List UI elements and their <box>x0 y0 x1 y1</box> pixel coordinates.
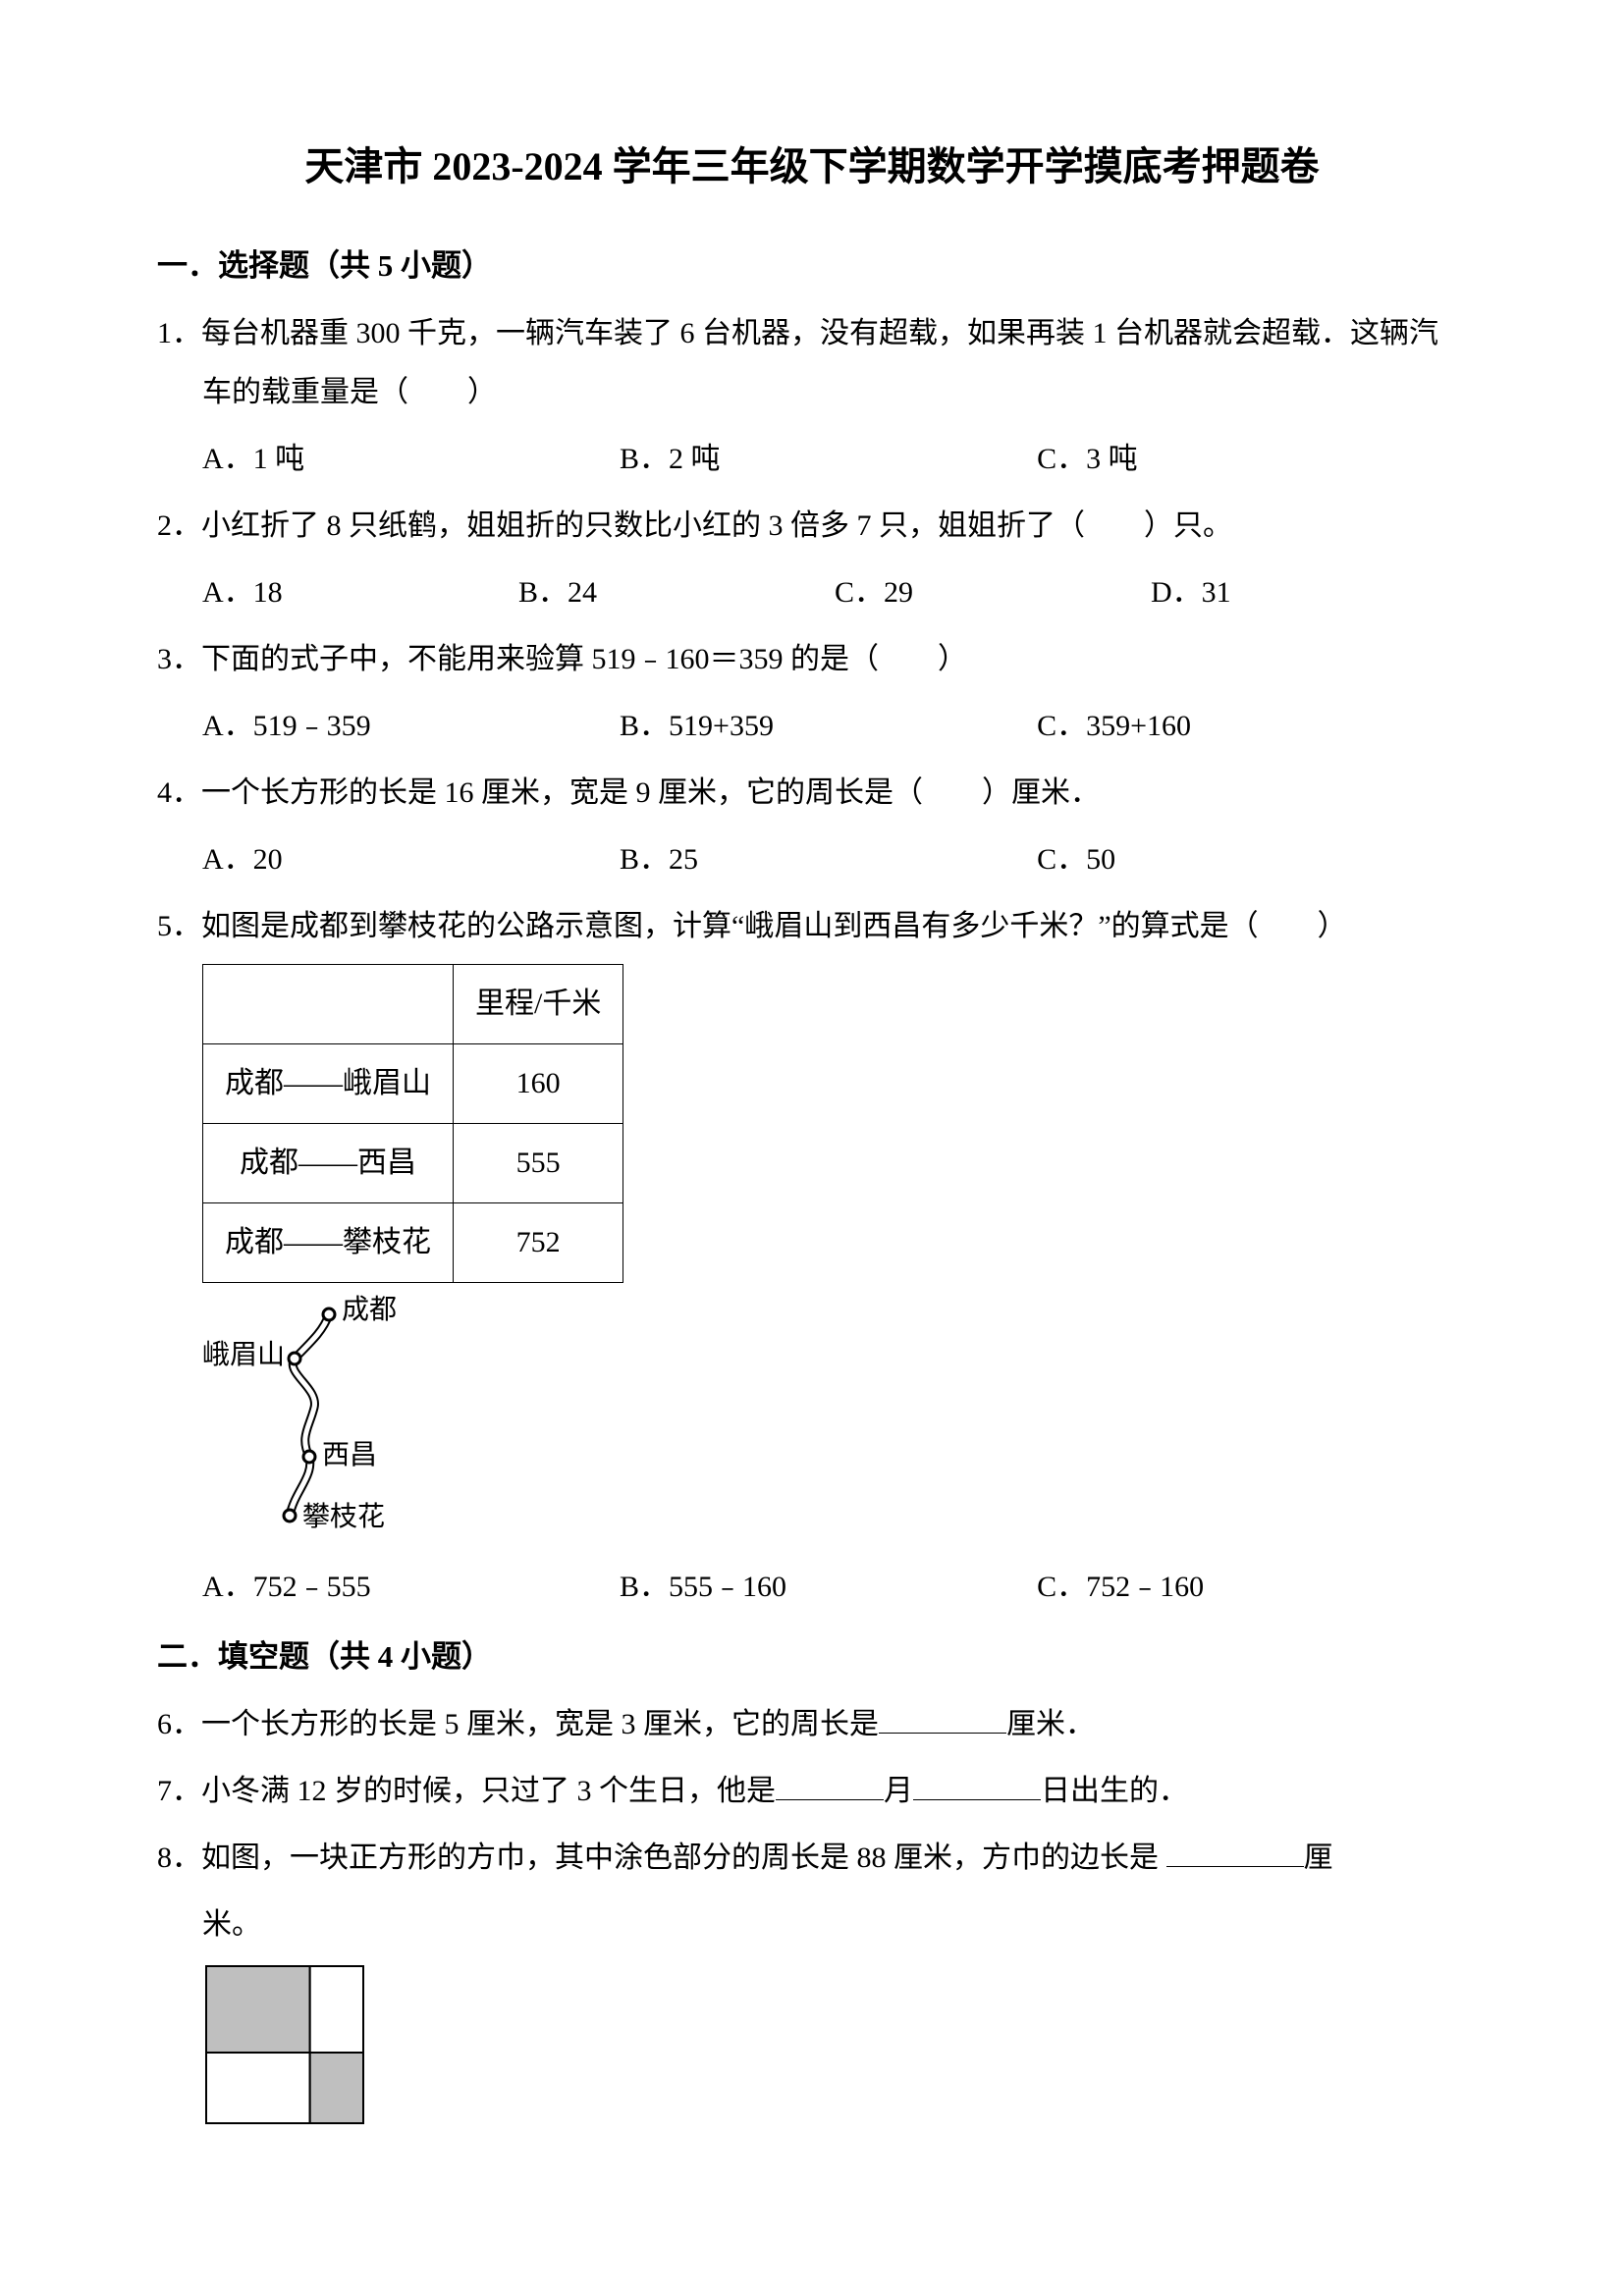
q1-choice-c: C．3 吨 <box>1037 430 1454 489</box>
table-cell-km: 555 <box>454 1124 623 1203</box>
table-cell-route: 成都——西昌 <box>203 1124 454 1203</box>
q2-choice-c: C．29 <box>835 563 1151 622</box>
route-map-diagram: 成都峨眉山西昌攀枝花 <box>177 1295 432 1550</box>
svg-text:成都: 成都 <box>342 1295 397 1325</box>
question-2-choices: A．18 B．24 C．29 D．31 <box>157 563 1467 622</box>
q6-text-a: 6．一个长方形的长是 5 厘米，宽是 3 厘米，它的周长是 <box>157 1708 879 1740</box>
table-cell-route: 成都——攀枝花 <box>203 1203 454 1283</box>
q7-text-b: 月 <box>884 1775 913 1807</box>
table-row: 成都——峨眉山 160 <box>203 1044 623 1124</box>
question-3-text: 3．下面的式子中，不能用来验算 519﹣160＝359 的是（ ） <box>157 630 1467 689</box>
q5-choice-b: B．555﹣160 <box>620 1558 1037 1617</box>
q6-text-b: 厘米． <box>1006 1708 1095 1740</box>
q7-text-c: 日出生的． <box>1041 1775 1188 1807</box>
question-8: 8．如图，一块正方形的方巾，其中涂色部分的周长是 88 厘米，方巾的边长是 厘 <box>157 1829 1467 1888</box>
table-cell-route: 成都——峨眉山 <box>203 1044 454 1124</box>
q4-choice-c: C．50 <box>1037 830 1454 889</box>
q2-choice-b: B．24 <box>518 563 835 622</box>
q5-choice-a: A．752﹣555 <box>202 1558 620 1617</box>
question-4-choices: A．20 B．25 C．50 <box>157 830 1467 889</box>
page-title: 天津市 2023-2024 学年三年级下学期数学开学摸底考押题卷 <box>157 128 1467 206</box>
q3-choice-a: A．519﹣359 <box>202 697 620 756</box>
distance-table: 里程/千米 成都——峨眉山 160 成都——西昌 555 成都——攀枝花 752 <box>202 964 623 1283</box>
question-6: 6．一个长方形的长是 5 厘米，宽是 3 厘米，它的周长是 厘米． <box>157 1695 1467 1754</box>
question-1-text: 1．每台机器重 300 千克，一辆汽车装了 6 台机器，没有超载，如果再装 1 … <box>157 304 1467 422</box>
q7-blank-2 <box>913 1767 1041 1800</box>
svg-text:攀枝花: 攀枝花 <box>302 1501 385 1532</box>
q8-text-b: 厘 <box>1304 1842 1333 1874</box>
q7-blank-1 <box>776 1767 884 1800</box>
table-row: 成都——攀枝花 752 <box>203 1203 623 1283</box>
square-cloth-diagram <box>202 1962 369 2129</box>
q8-text-a: 8．如图，一块正方形的方巾，其中涂色部分的周长是 88 厘米，方巾的边长是 <box>157 1842 1166 1874</box>
q5-choice-c: C．752﹣160 <box>1037 1558 1454 1617</box>
svg-text:峨眉山: 峨眉山 <box>202 1339 285 1370</box>
q2-choice-d: D．31 <box>1151 563 1467 622</box>
table-cell-km: 160 <box>454 1044 623 1124</box>
table-row: 成都——西昌 555 <box>203 1124 623 1203</box>
table-header-km: 里程/千米 <box>454 965 623 1044</box>
question-5-choices: A．752﹣555 B．555﹣160 C．752﹣160 <box>157 1558 1467 1617</box>
question-7: 7．小冬满 12 岁的时候，只过了 3 个生日，他是 月 日出生的． <box>157 1762 1467 1821</box>
q1-choice-a: A．1 吨 <box>202 430 620 489</box>
q3-choice-b: B．519+359 <box>620 697 1037 756</box>
table-header-row: 里程/千米 <box>203 965 623 1044</box>
question-2-text: 2．小红折了 8 只纸鹤，姐姐折的只数比小红的 3 倍多 7 只，姐姐折了（ ）… <box>157 497 1467 556</box>
question-5-text: 5．如图是成都到攀枝花的公路示意图，计算“峨眉山到西昌有多少千米？”的算式是（ … <box>157 897 1467 956</box>
q4-choice-a: A．20 <box>202 830 620 889</box>
q6-blank <box>879 1700 1006 1734</box>
table-header-blank <box>203 965 454 1044</box>
q8-text-c: 米。 <box>157 1896 1467 1954</box>
question-3-choices: A．519﹣359 B．519+359 C．359+160 <box>157 697 1467 756</box>
q3-choice-c: C．359+160 <box>1037 697 1454 756</box>
table-cell-km: 752 <box>454 1203 623 1283</box>
question-4-text: 4．一个长方形的长是 16 厘米，宽是 9 厘米，它的周长是（ ）厘米． <box>157 764 1467 823</box>
q4-choice-b: B．25 <box>620 830 1037 889</box>
q7-text-a: 7．小冬满 12 岁的时候，只过了 3 个生日，他是 <box>157 1775 776 1807</box>
q2-choice-a: A．18 <box>202 563 518 622</box>
q8-blank <box>1166 1834 1304 1867</box>
section-2-header: 二．填空题（共 4 小题） <box>157 1627 1467 1687</box>
section-1-header: 一．选择题（共 5 小题） <box>157 236 1467 296</box>
q1-choice-b: B．2 吨 <box>620 430 1037 489</box>
question-1-choices: A．1 吨 B．2 吨 C．3 吨 <box>157 430 1467 489</box>
svg-text:西昌: 西昌 <box>322 1440 377 1470</box>
